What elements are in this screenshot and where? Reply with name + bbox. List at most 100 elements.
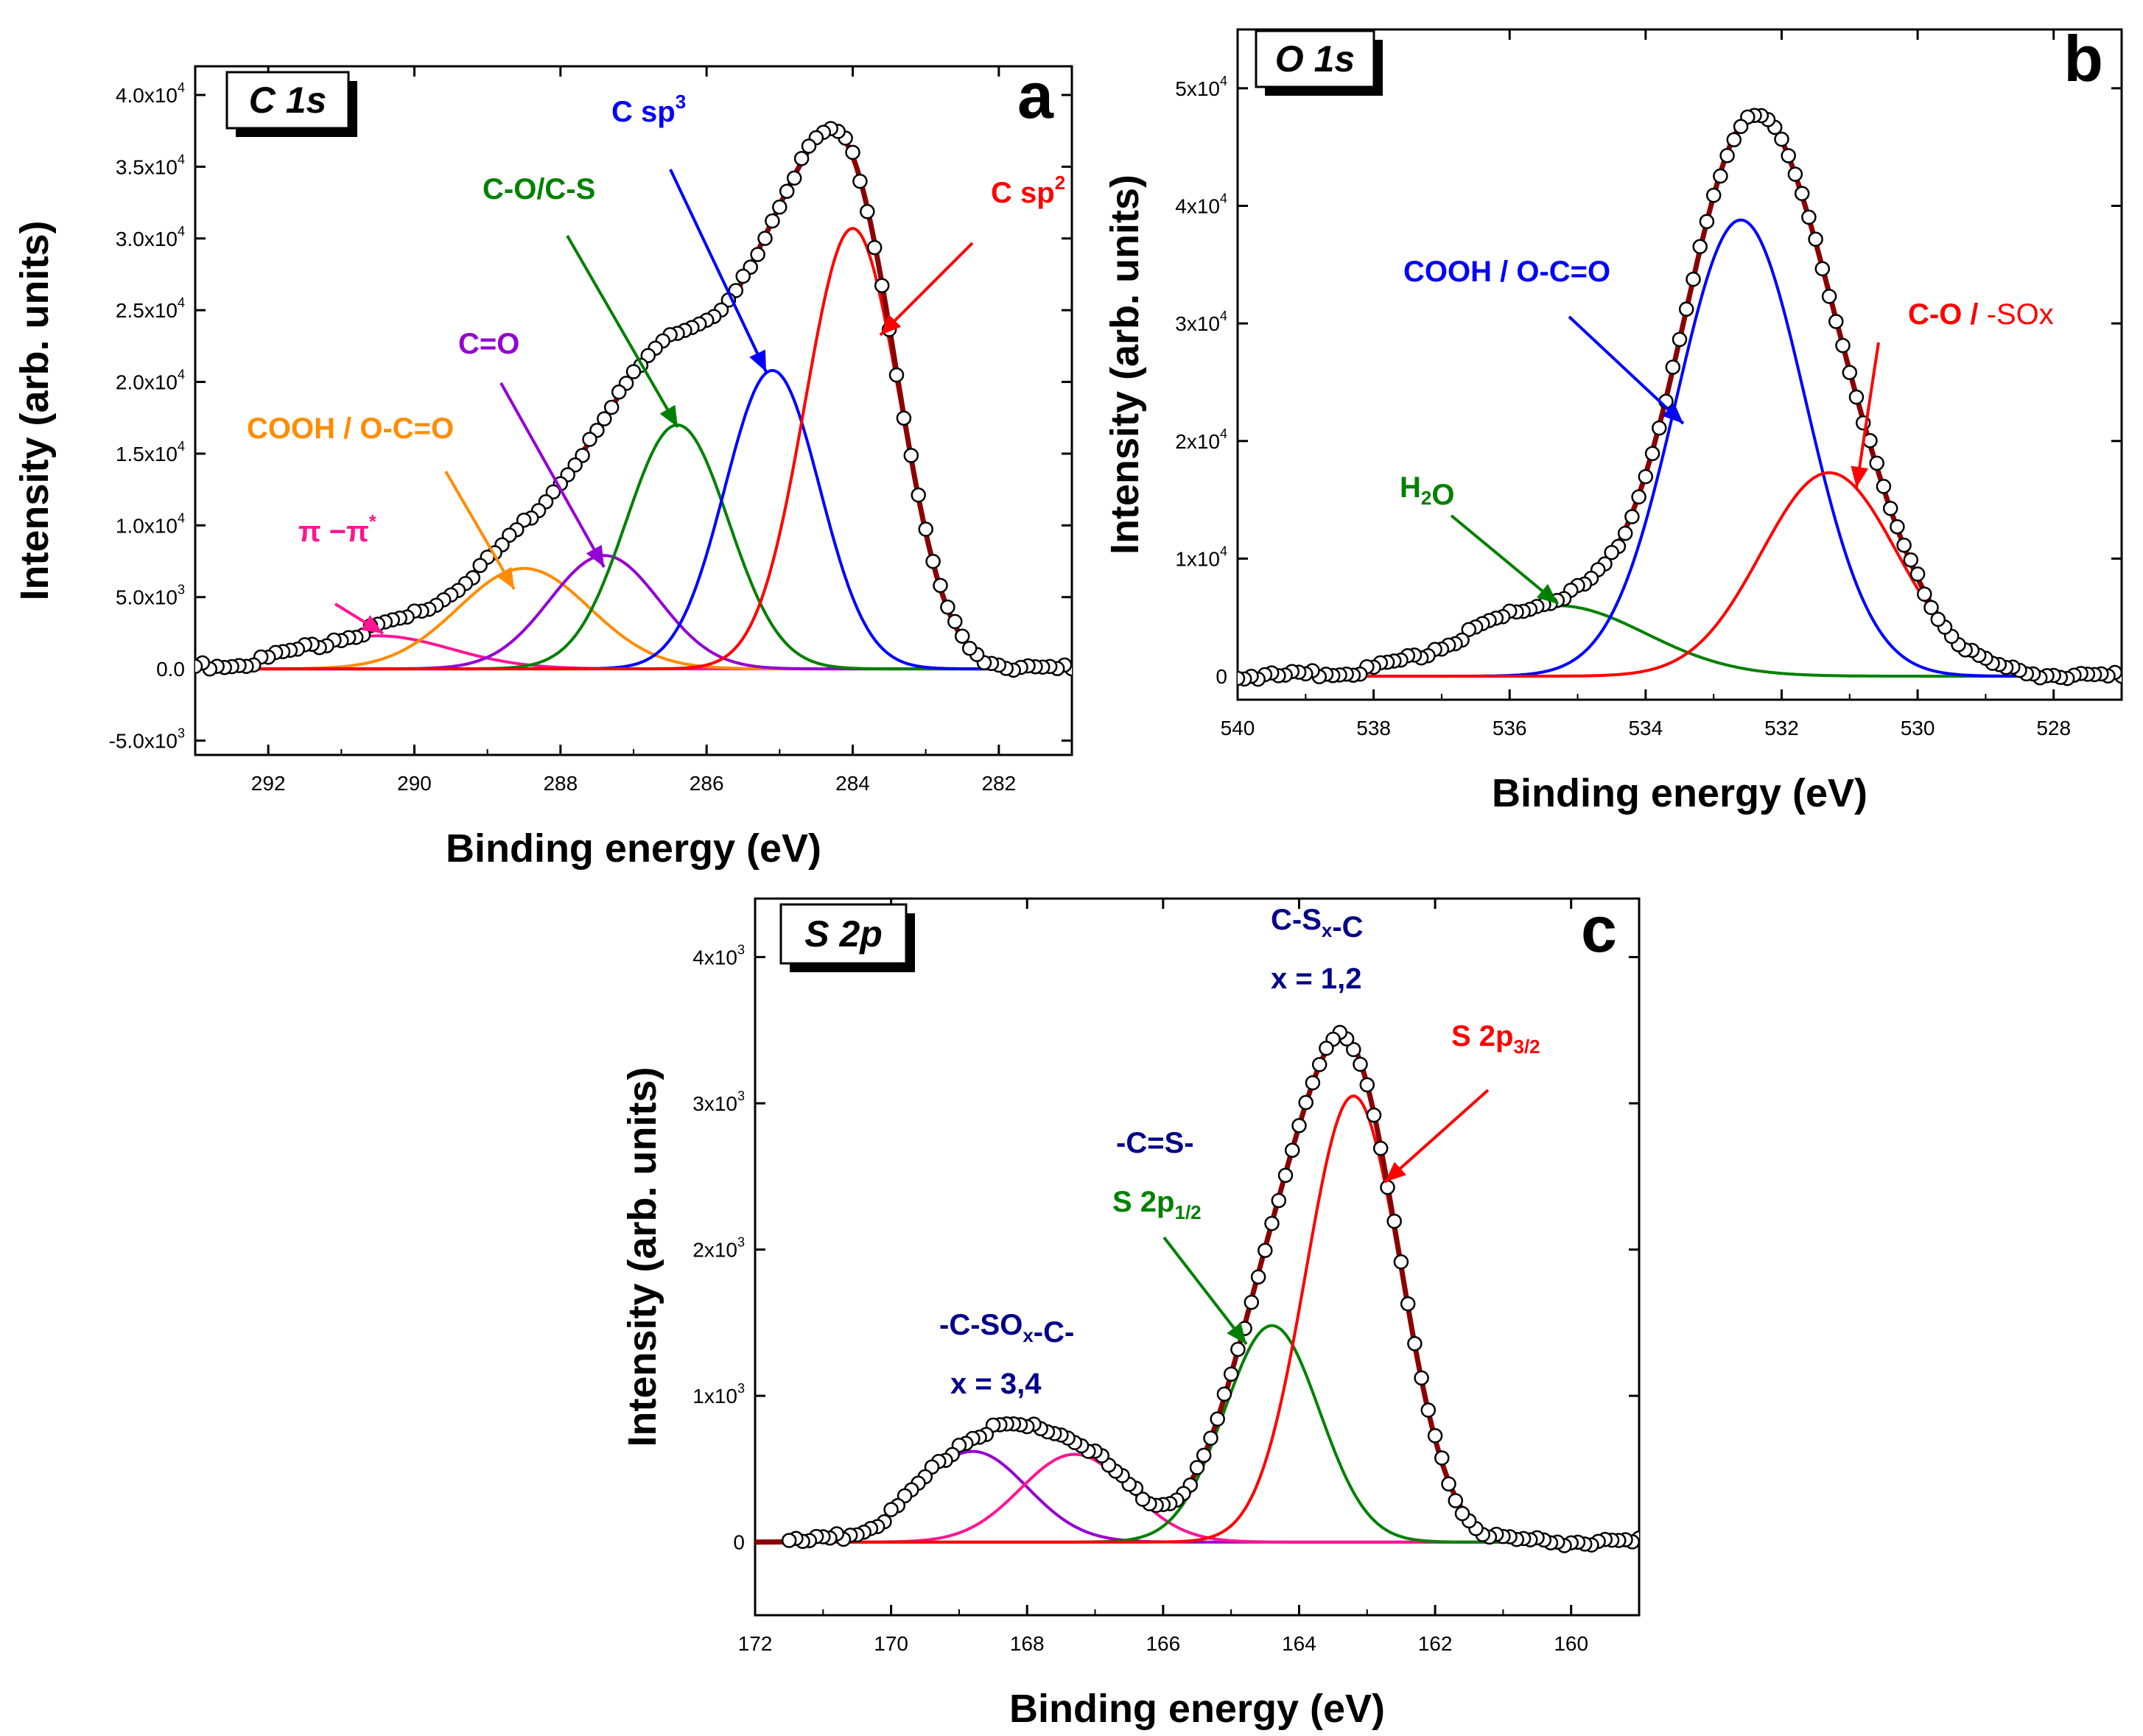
box-label-frame: [779, 903, 908, 965]
peak-annotation: COOH / O-C=O: [1403, 256, 1610, 288]
y-axis-label: Intensity (arb. units): [1103, 175, 1147, 555]
annotation-arrowhead: [360, 615, 383, 633]
data-point: [925, 553, 941, 569]
data-point: [1414, 1370, 1429, 1386]
box-label-frame: [225, 71, 350, 130]
data-point: [582, 432, 597, 447]
data-point: [1189, 1460, 1205, 1475]
data-point: [860, 204, 875, 219]
panel-letter: b: [2063, 22, 2103, 95]
data-point: [1366, 1107, 1382, 1123]
data-point: [1203, 1430, 1218, 1446]
peak-annotation: x = 1,2: [1271, 963, 1361, 995]
data-point: [1828, 314, 1844, 329]
data-point: [779, 183, 795, 199]
data-point: [940, 600, 955, 615]
annotation-arrow: [879, 242, 974, 337]
y-tick-label: 4x104: [1175, 191, 1227, 217]
data-point: [1903, 552, 1919, 568]
data-point: [1876, 479, 1892, 494]
data-point: [1808, 231, 1823, 247]
data-point: [1216, 1386, 1232, 1402]
x-tick-label: 170: [874, 1632, 908, 1655]
y-tick-label: 2.0x104: [116, 368, 185, 394]
annotation-arrow: [566, 235, 679, 428]
data-point: [1238, 670, 1246, 686]
x-tick-label: 540: [1221, 717, 1255, 739]
annotation-arrow: [1450, 514, 1560, 605]
x-tick-label: 164: [1282, 1632, 1316, 1655]
annotation-arrowhead: [1385, 1162, 1406, 1182]
data-point: [1699, 214, 1715, 230]
data-point: [625, 364, 642, 379]
annotation-arrow: [1855, 342, 1880, 488]
data-point: [1271, 1192, 1287, 1209]
data-point: [1441, 1476, 1456, 1492]
y-axis-label: Intensity (arb. units): [13, 220, 57, 600]
x-tick-label: 290: [397, 772, 432, 795]
data-point: [1196, 1447, 1212, 1463]
x-tick-label: 292: [251, 772, 286, 795]
data-point: [1733, 119, 1749, 135]
data-point: [1291, 1117, 1307, 1134]
data-point: [1386, 1213, 1402, 1229]
data-point: [1258, 1243, 1273, 1258]
data-point: [954, 628, 970, 644]
data-point: [933, 577, 948, 594]
data-point: [1814, 261, 1831, 277]
data-point: [1678, 301, 1694, 317]
data-point: [852, 173, 868, 189]
data-point: [1319, 1041, 1334, 1056]
y-tick-label: 0.0: [156, 658, 185, 681]
data-point: [1726, 132, 1742, 147]
y-tick-label: 4.0x104: [116, 80, 185, 107]
data-point: [1644, 446, 1660, 462]
annotation-arrow: [499, 382, 606, 568]
data-point: [1638, 468, 1654, 485]
peak-annotation: C sp2: [991, 172, 1065, 209]
peak-annotation: -C-SOx-C-: [939, 1309, 1074, 1349]
data-point: [1604, 544, 1619, 560]
data-point: [1624, 509, 1640, 524]
x-tick-label: 528: [2036, 717, 2071, 739]
data-point: [1917, 586, 1932, 602]
x-tick-label: 166: [1146, 1632, 1180, 1655]
plot-frame: [1236, 28, 2123, 701]
y-tick-label: 2.5x104: [116, 295, 185, 322]
panel-a: 292 290 288 286 284 282 -5.0x103 0.0 5.0x103 1.0x…: [13, 59, 1073, 871]
data-point: [781, 1533, 797, 1548]
data-point: [1250, 1269, 1266, 1285]
y-axis-label: Intensity (arb. units): [620, 1066, 664, 1447]
peak-annotation: C-Sx-C: [1271, 904, 1364, 943]
y-tick-label: 3x104: [1175, 309, 1227, 335]
y-tick-label: 3.0x104: [116, 224, 185, 250]
x-tick-label: 538: [1356, 717, 1391, 739]
data-point: [1298, 1094, 1313, 1111]
y-tick-label: 5x104: [1175, 74, 1227, 100]
data-point: [1380, 1179, 1395, 1195]
data-point: [1311, 1057, 1327, 1072]
data-point: [883, 1502, 899, 1517]
panel-c: 172 170 168 166 164 162 160 0 1x103 2x103 3x103 4x1…: [620, 893, 1641, 1731]
data-point: [1244, 1294, 1260, 1310]
data-point: [1848, 389, 1865, 405]
data-point: [1631, 489, 1646, 505]
data-point: [545, 484, 561, 500]
data-point: [1305, 1075, 1321, 1091]
data-point: [757, 231, 773, 246]
data-point: [1617, 525, 1633, 541]
data-point: [195, 658, 203, 674]
annotation-arrow: [444, 470, 516, 591]
data-point: [1801, 209, 1817, 225]
data-point: [772, 199, 788, 215]
y-tick-label: 3x103: [692, 1089, 745, 1115]
data-point: [903, 448, 919, 463]
data-point: [1705, 187, 1722, 203]
annotation-arrow: [669, 169, 768, 373]
y-tick-label: 0: [733, 1531, 745, 1554]
x-tick-label: 282: [981, 772, 1016, 795]
annotation-arrowhead: [1662, 403, 1683, 424]
box-label-frame: [1255, 29, 1375, 88]
annotation-arrowhead: [880, 314, 902, 335]
data-point: [765, 213, 780, 229]
